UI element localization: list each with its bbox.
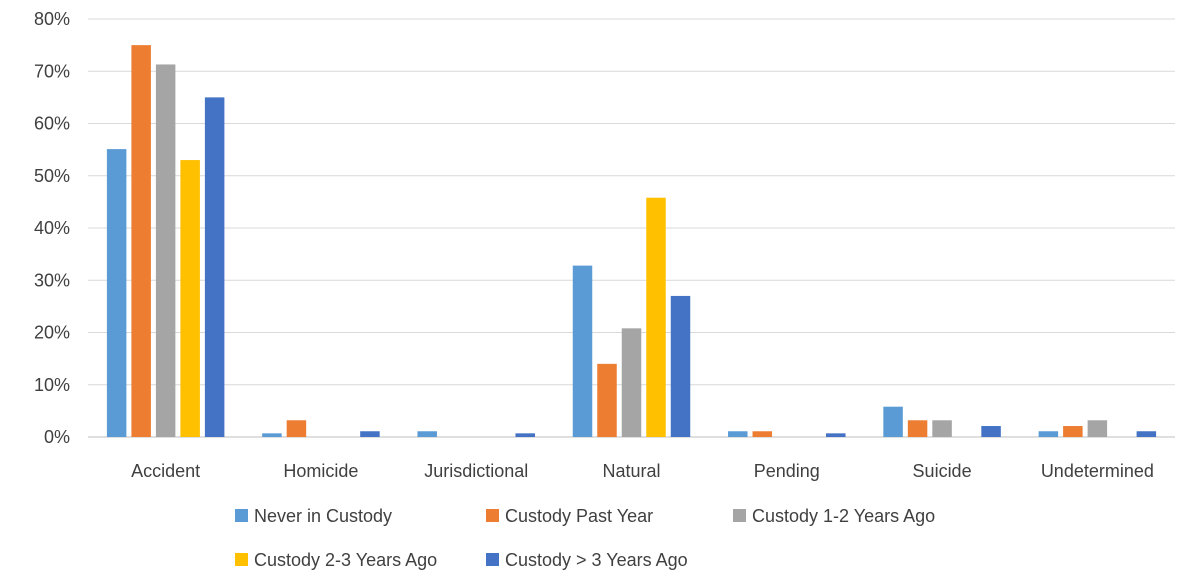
legend-label: Custody 1-2 Years Ago	[752, 506, 935, 526]
bar	[131, 45, 151, 437]
bar	[360, 431, 380, 437]
bar	[515, 433, 535, 437]
bar	[670, 295, 691, 437]
bar	[572, 265, 593, 437]
bar	[417, 431, 437, 437]
bar	[1087, 420, 1108, 437]
legend-swatch	[235, 509, 248, 522]
y-tick-label: 10%	[34, 375, 70, 395]
y-tick-label: 20%	[34, 323, 70, 343]
bar	[932, 420, 952, 437]
legend-label: Custody Past Year	[505, 506, 653, 526]
legend-label: Custody 2-3 Years Ago	[254, 550, 437, 570]
bar	[155, 64, 176, 438]
legend-label: Never in Custody	[254, 506, 392, 526]
y-tick-label: 40%	[34, 218, 70, 238]
bar	[180, 160, 200, 437]
bar	[826, 433, 846, 437]
bar	[262, 433, 282, 437]
x-category-label: Jurisdictional	[424, 461, 528, 481]
x-category-label: Undetermined	[1041, 461, 1154, 481]
x-category-label: Suicide	[913, 461, 972, 481]
bar	[1136, 431, 1157, 437]
bar	[883, 406, 903, 437]
y-tick-label: 70%	[34, 61, 70, 81]
bar	[286, 420, 307, 437]
legend-swatch	[486, 553, 499, 566]
y-tick-label: 50%	[34, 166, 70, 186]
x-category-label: Homicide	[283, 461, 358, 481]
y-axis-tick-labels: 0% 10% 20% 30% 40% 50% 60% 70% 80%	[34, 9, 70, 447]
bar	[981, 426, 1001, 437]
legend: Never in Custody Custody Past Year Custody…	[235, 506, 935, 570]
bar	[204, 97, 225, 437]
x-category-label: Natural	[602, 461, 660, 481]
x-axis-category-labels: Accident Homicide Jurisdictional Natural Pen…	[131, 461, 1154, 481]
bar	[1063, 426, 1083, 437]
x-category-label: Accident	[131, 461, 200, 481]
y-tick-label: 80%	[34, 9, 70, 29]
x-category-label: Pending	[754, 461, 820, 481]
bar	[1038, 431, 1059, 437]
y-tick-label: 60%	[34, 114, 70, 134]
legend-swatch	[733, 509, 746, 522]
bar	[106, 149, 127, 438]
bar	[728, 431, 748, 437]
bar	[907, 420, 928, 437]
bars	[106, 45, 1157, 438]
y-tick-label: 30%	[34, 270, 70, 290]
bar	[621, 328, 642, 437]
bar	[597, 363, 617, 437]
bar	[752, 431, 773, 437]
gridlines	[88, 18, 1175, 438]
bar	[646, 197, 666, 437]
y-tick-label: 0%	[44, 427, 70, 447]
legend-swatch	[486, 509, 499, 522]
legend-swatch	[235, 553, 248, 566]
legend-label: Custody > 3 Years Ago	[505, 550, 688, 570]
